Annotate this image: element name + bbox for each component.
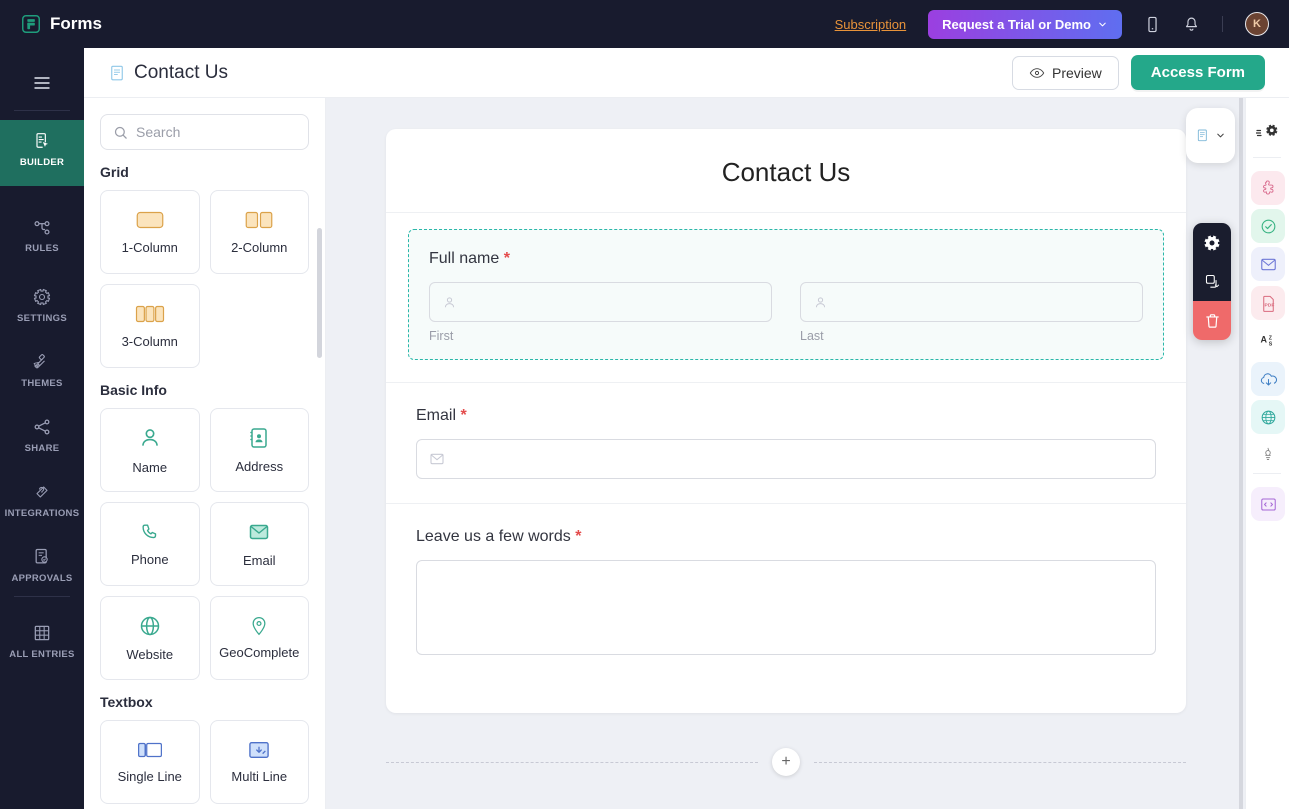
svg-text:Z: Z <box>1269 335 1273 341</box>
svg-text:PDF: PDF <box>1264 302 1274 308</box>
svg-text:S: S <box>1269 341 1273 347</box>
svg-text:A: A <box>1261 334 1268 344</box>
